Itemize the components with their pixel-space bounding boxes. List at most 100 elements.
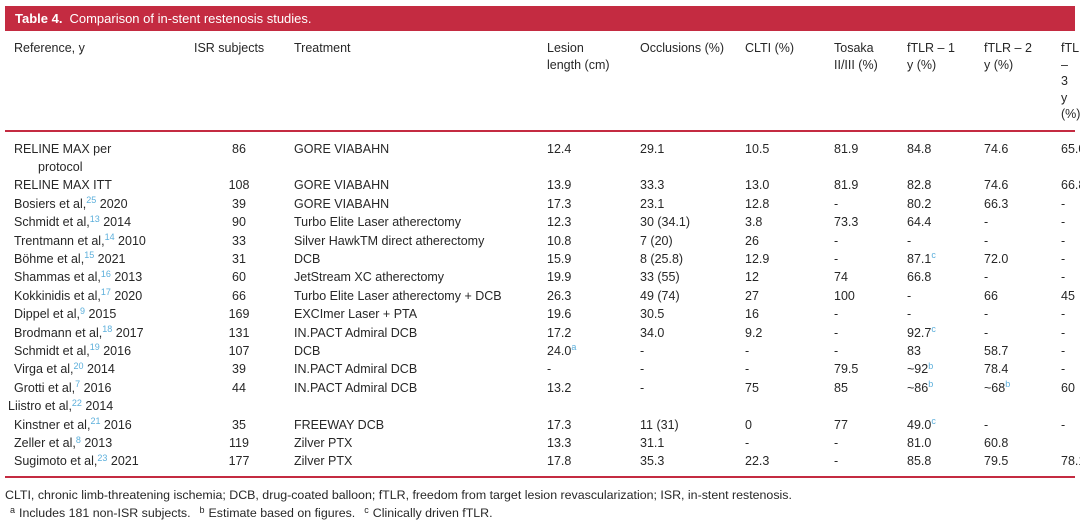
cell-ftlr1: 66.8 — [907, 270, 932, 285]
cell-occlusions: 23.1 — [640, 196, 665, 211]
reference-text: Kokkinidis et al, — [14, 288, 101, 303]
reference-line: protocol — [14, 158, 189, 176]
cell-ftlr2: 66 — [984, 288, 998, 303]
column-header-line: CLTI (%) — [745, 41, 795, 55]
cell-lesion: 15.9 — [547, 251, 572, 266]
reference-citation-superscript: 8 — [75, 434, 81, 445]
cell-occlusions: 11 (31) — [640, 417, 679, 432]
cell-lesion: 17.3 — [547, 196, 572, 211]
reference-line: Bosiers et al,25 2020 — [14, 195, 189, 213]
cell-lesion: 26.3 — [547, 288, 572, 303]
reference-citation-superscript: 7 — [75, 379, 81, 390]
cell-ftlr2: 78.4 — [984, 362, 1009, 377]
cell-tosaka: - — [834, 307, 839, 322]
column-header-line: Lesion — [547, 41, 584, 55]
column-header-line: ISR subjects — [194, 41, 265, 55]
cell-ftlr1: - — [907, 233, 912, 248]
restenosis-comparison-table: Reference, y ISR subjects Treatment Lesion l… — [5, 31, 1080, 478]
reference-line: Böhme et al,15 2021 — [14, 250, 189, 268]
cell-tosaka: 81.9 — [834, 141, 859, 156]
cell-tosaka: 74 — [834, 270, 848, 285]
cell-ftlr1: 80.2 — [907, 196, 932, 211]
cell-value: ~86 — [907, 380, 929, 395]
table-row: RELINE MAX per protocol 86 GORE VIABAHN 12.4… — [5, 131, 1080, 177]
cell-value: 49.0 — [907, 417, 932, 432]
cell-ftlr2: 79.5 — [979, 452, 1056, 478]
cell-isr: 107 — [228, 343, 250, 358]
reference-year: 2015 — [85, 307, 117, 322]
cell-occlusions: 30 (34.1) — [640, 215, 691, 230]
reference-text: Trentmann et al, — [14, 233, 105, 248]
reference-year: 2020 — [96, 196, 128, 211]
cell-ftlr3: - — [1061, 233, 1066, 248]
reference-text: protocol — [38, 159, 83, 174]
cell-isr: 131 — [228, 325, 250, 340]
cell-ftlr1: 82.8 — [907, 178, 932, 193]
table-row: Dippel et al,9 2015 169 EXCImer Laser + PT… — [5, 305, 1075, 323]
cell-ftlr3: 60 — [1061, 380, 1075, 395]
cell-clti: 12 — [745, 270, 759, 285]
cell-occlusions: 33.3 — [640, 178, 665, 193]
reference-text: RELINE MAX ITT — [14, 178, 112, 193]
reference-text: Shammas et al, — [14, 270, 101, 285]
footnote-superscript: c — [364, 504, 369, 515]
reference-text: Virga et al, — [14, 362, 74, 377]
cell-ref: Schmidt et al,19 2016 — [5, 342, 189, 360]
column-header-lesion: Lesion length (cm) — [542, 31, 635, 132]
reference-citation-superscript: 21 — [90, 416, 101, 427]
cell-ftlr2: 74.6 — [984, 141, 1009, 156]
table-row: Kinstner et al,21 2016 35 FREEWAY DCB 17.3 1… — [5, 416, 1075, 434]
cell-superscript: c — [931, 250, 936, 261]
cell-superscript: b — [1005, 379, 1011, 390]
cell-isr: 39 — [232, 196, 246, 211]
cell-lesion: 17.2 — [547, 325, 572, 340]
cell-isr: 33 — [232, 233, 246, 248]
column-header-line: fTLR – 3 — [1061, 41, 1080, 88]
cell-treatment: IN.PACT Admiral DCB — [294, 362, 418, 377]
footnote: a Includes 181 non-ISR subjects. — [10, 505, 191, 521]
reference-year: 2021 — [94, 251, 126, 266]
cell-lesion: 13.9 — [547, 178, 572, 193]
cell-clti: 12.9 — [745, 251, 770, 266]
cell-ftlr1: 64.4 — [907, 215, 932, 230]
cell-clti: 12.8 — [745, 196, 770, 211]
cell-treatment: JetStream XC atherectomy — [294, 270, 445, 285]
cell-ref: Grotti et al,7 2016 Liistro et al,22 2014 — [5, 379, 189, 416]
table-title-bar: Table 4. Comparison of in-stent restenosi… — [5, 6, 1075, 31]
cell-clti: 27 — [745, 288, 759, 303]
cell-isr: 86 — [232, 141, 246, 156]
cell-ref: Brodmann et al,18 2017 — [5, 324, 189, 342]
cell-value: 87.1 — [907, 251, 932, 266]
cell-lesion: 17.3 — [547, 417, 572, 432]
cell-tosaka: 81.9 — [834, 178, 859, 193]
cell-treatment: Zilver PTX — [294, 436, 353, 450]
reference-year: 2014 — [99, 215, 132, 230]
cell-value: ~92 — [907, 362, 929, 377]
cell-treatment: FREEWAY DCB — [294, 417, 385, 432]
footnote-text: Includes 181 non-ISR subjects. — [19, 506, 191, 521]
table-row: Shammas et al,16 2013 60 JetStream XC athe… — [5, 268, 1075, 286]
cell-treatment: Zilver PTX — [289, 452, 542, 478]
cell-ftlr1: 92.7c — [902, 324, 979, 342]
reference-citation-superscript: 16 — [100, 268, 111, 279]
cell-ref: Virga et al,20 2014 — [5, 360, 189, 378]
cell-ftlr2: - — [984, 233, 989, 248]
cell-clti: 9.2 — [745, 325, 763, 340]
column-header-line: length (cm) — [547, 57, 610, 72]
cell-occlusions: - — [640, 362, 645, 377]
cell-ftlr3: - — [1061, 325, 1066, 340]
cell-occlusions: 35.3 — [635, 452, 740, 478]
cell-isr: 60 — [232, 270, 246, 285]
table-header: Reference, y ISR subjects Treatment Lesion l… — [5, 31, 1080, 132]
footnote-superscript: b — [199, 504, 205, 515]
reference-text: Liistro et al, — [8, 399, 72, 414]
cell-clti: 75 — [745, 380, 759, 395]
cell-ftlr3: - — [1061, 417, 1066, 432]
reference-text: Schmidt et al, — [14, 215, 90, 230]
cell-treatment: IN.PACT Admiral DCB — [294, 325, 418, 340]
cell-ftlr2: - — [984, 325, 989, 340]
column-header-line: fTLR – 2 — [984, 41, 1032, 55]
cell-ftlr3: - — [1061, 196, 1066, 211]
column-header-tosaka: Tosaka II/III (%) — [829, 31, 902, 132]
